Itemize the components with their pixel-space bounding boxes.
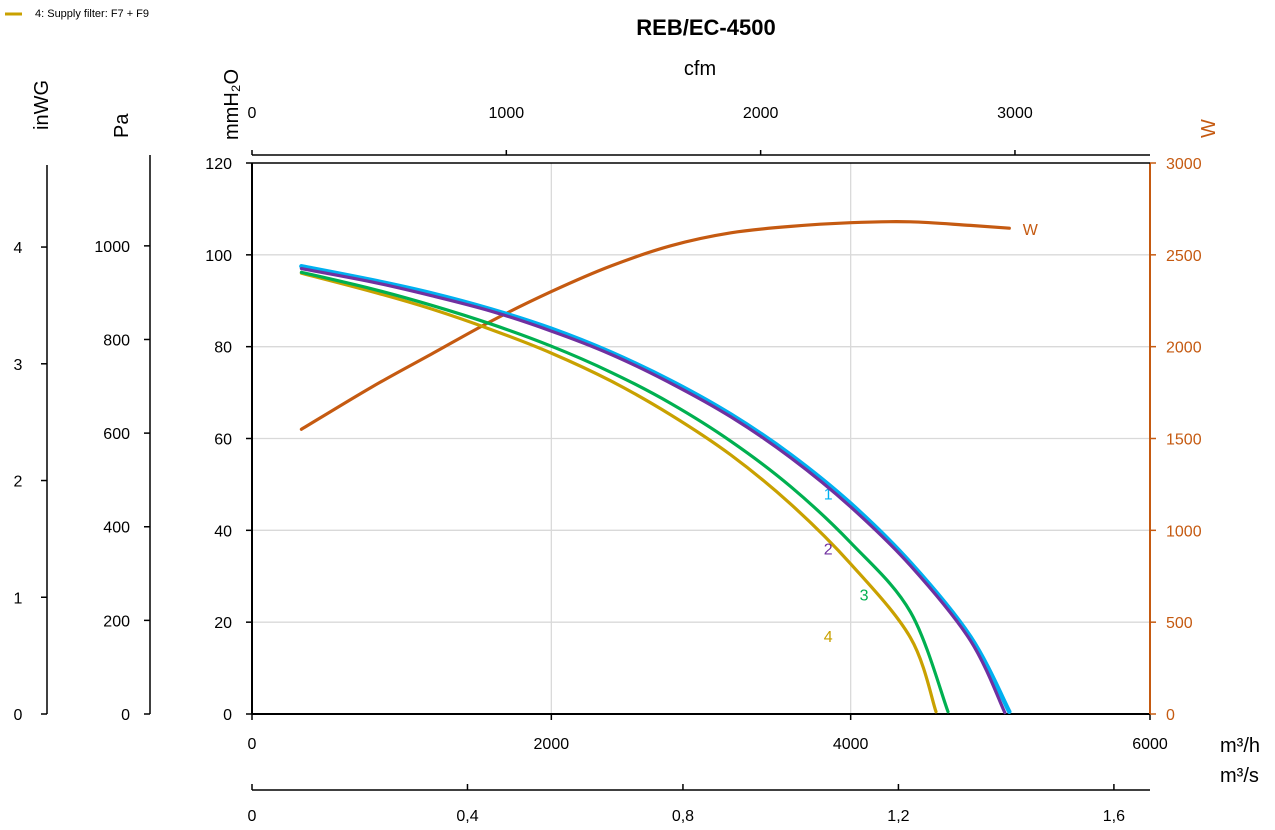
y-mmh2o-axis-label: mmH₂O: [221, 69, 243, 140]
y-pa-tick-label: 1000: [94, 239, 130, 256]
series-line-1: [301, 266, 1009, 711]
x-primary-axis-label: m³/h: [1220, 735, 1260, 757]
series-line-W: [301, 222, 1009, 430]
y-inwg-tick-label: 2: [14, 474, 23, 491]
y-right-tick-label: 0: [1166, 707, 1175, 724]
x-primary-tick-label: 2000: [534, 736, 570, 753]
y-primary-tick-label: 20: [214, 615, 232, 632]
y-primary-tick-label: 40: [214, 523, 232, 540]
y-inwg-tick-label: 1: [14, 590, 23, 607]
x-primary-tick-label: 0: [248, 736, 257, 753]
y-right-axis-label: W: [1198, 119, 1220, 138]
x-bottom-tick-label: 1,6: [1103, 808, 1125, 825]
chart-title: REB/EC-4500: [636, 15, 775, 40]
y-right-tick-label: 1000: [1166, 523, 1202, 540]
y-pa-tick-label: 0: [121, 707, 130, 724]
series-label-4: 4: [824, 629, 833, 646]
x-top-tick-label: 0: [248, 105, 257, 122]
x-bottom-tick-label: 1,2: [887, 808, 909, 825]
y-inwg-tick-label: 0: [14, 707, 23, 724]
y-primary-tick-label: 120: [205, 156, 232, 173]
y-primary-tick-label: 80: [214, 340, 232, 357]
y-primary-tick-label: 0: [223, 707, 232, 724]
y-pa-tick-label: 800: [103, 332, 130, 349]
y-primary-tick-label: 100: [205, 248, 232, 265]
x-bottom-tick-label: 0: [248, 808, 257, 825]
x-bottom-tick-label: 0,8: [672, 808, 694, 825]
series-label-W: W: [1023, 222, 1039, 239]
x-bottom-tick-label: 0,4: [456, 808, 478, 825]
x-top-axis-label: cfm: [684, 58, 716, 80]
y-right-tick-label: 2000: [1166, 340, 1202, 357]
y-right-tick-label: 3000: [1166, 156, 1202, 173]
y-inwg-tick-label: 4: [14, 240, 23, 257]
y-inwg-axis-label: inWG: [31, 80, 53, 130]
y-primary-tick-label: 60: [214, 432, 232, 449]
y-right-tick-label: 1500: [1166, 432, 1202, 449]
y-pa-tick-label: 400: [103, 520, 130, 537]
y-pa-tick-label: 200: [103, 613, 130, 630]
y-inwg-tick-label: 3: [14, 357, 23, 374]
series-line-2: [301, 269, 1004, 713]
y-pa-tick-label: 600: [103, 426, 130, 443]
x-primary-tick-label: 4000: [833, 736, 869, 753]
legend-entry: 4: Supply filter: F7 + F9: [35, 8, 149, 20]
x-bottom-axis-label: m³/s: [1220, 765, 1259, 787]
y-pa-axis-label: Pa: [111, 113, 133, 138]
y-right-tick-label: 500: [1166, 615, 1193, 632]
grid: [252, 163, 1150, 714]
x-primary-tick-label: 6000: [1132, 736, 1168, 753]
series-label-3: 3: [860, 588, 869, 605]
y-right-tick-label: 2500: [1166, 248, 1202, 265]
series-label-2: 2: [824, 542, 833, 559]
x-top-tick-label: 1000: [489, 105, 525, 122]
x-top-tick-label: 3000: [997, 105, 1033, 122]
x-top-tick-label: 2000: [743, 105, 779, 122]
